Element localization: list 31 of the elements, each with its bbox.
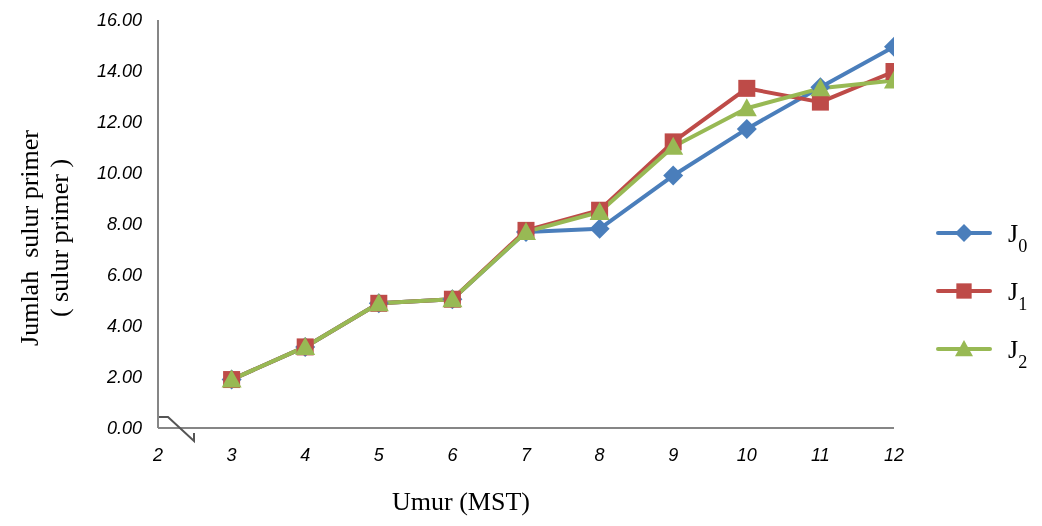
x-tick-label: 4: [300, 444, 311, 465]
legend-label: J$_{0}$: [1008, 219, 1028, 256]
x-tick-label: 7: [520, 444, 532, 465]
point: [663, 165, 684, 186]
y-tick-label: 14.00: [96, 61, 142, 82]
y-tick-label: 16.00: [96, 10, 142, 31]
x-tick-label: 8: [594, 444, 605, 465]
point: [663, 136, 684, 155]
x-axis-title: Umur (MST): [392, 487, 530, 516]
point: [736, 118, 757, 139]
x-tick-label: 6: [447, 444, 459, 465]
x-tick-label: 3: [226, 444, 237, 465]
y-axis-title: Jumlah sulur primer ( sulur primer ): [15, 129, 74, 346]
x-tick-label: 2: [151, 444, 164, 465]
y-tick-label: 12.00: [96, 112, 142, 133]
y-tick-label: 2.00: [105, 367, 142, 388]
y-tick-label: 0.00: [106, 418, 142, 439]
point: [589, 218, 610, 239]
x-tick-label: 12: [883, 444, 905, 465]
x-tick-label: 10: [736, 444, 757, 465]
y-tick-label: 10.00: [96, 163, 142, 184]
y-tick-label: 4.00: [106, 316, 142, 337]
legend-label: J$_{1}$: [1008, 277, 1028, 314]
y-tick-label: 6.00: [106, 265, 142, 286]
x-tick-label: 11: [811, 444, 830, 465]
point: [738, 79, 756, 97]
x-tick-label: 5: [373, 444, 385, 465]
x-tick-label: 9: [668, 444, 679, 465]
legend-label: J$_{2}$: [1008, 335, 1028, 372]
y-tick-label: 8.00: [106, 214, 142, 235]
point: [736, 98, 757, 117]
